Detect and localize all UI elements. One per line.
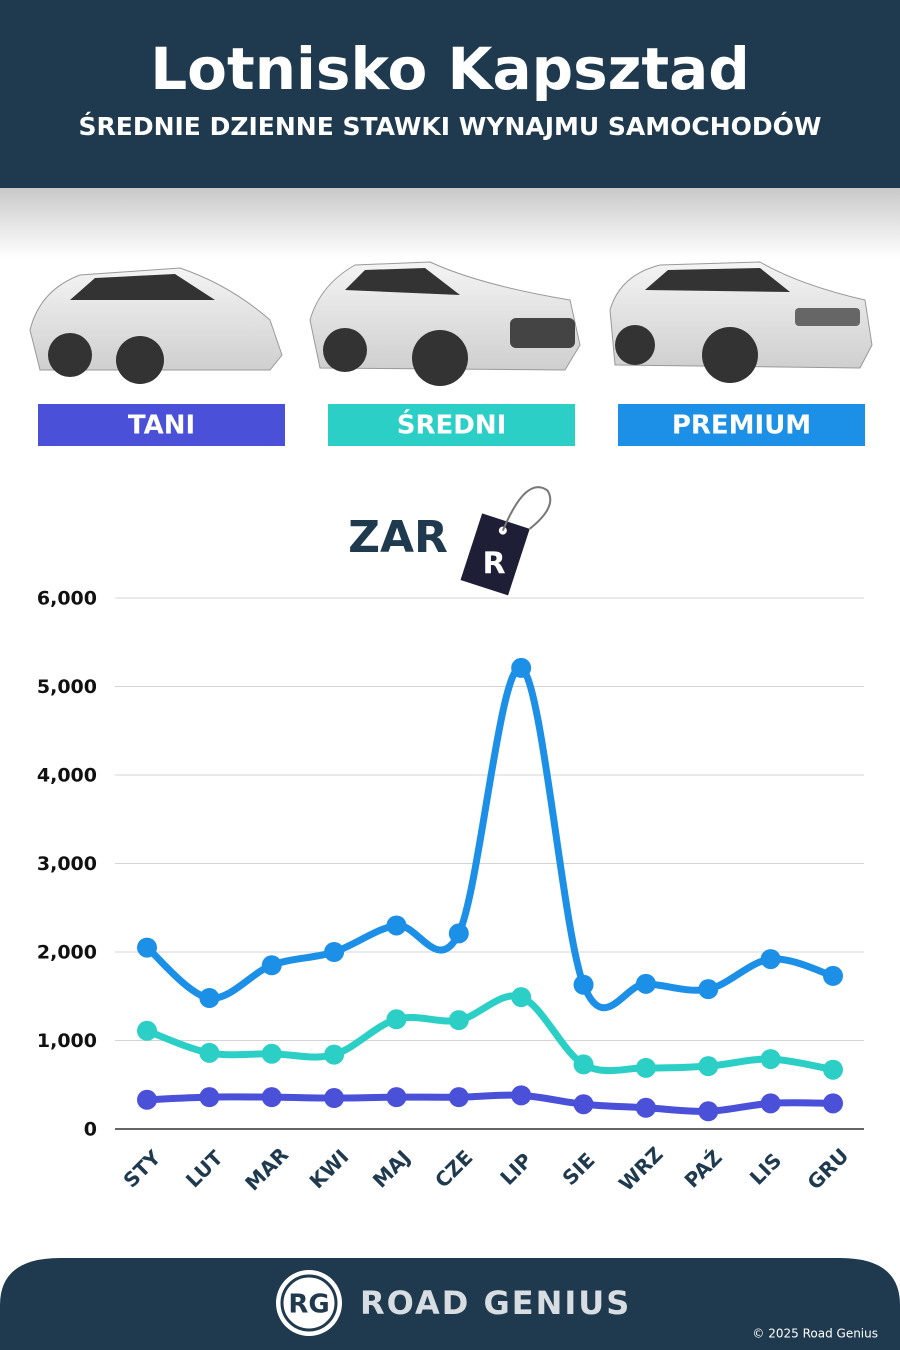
x-tick-label: STY — [118, 1145, 165, 1192]
data-point — [573, 974, 594, 995]
x-tick-label: MAR — [240, 1143, 293, 1196]
x-tick-label: GRU — [802, 1143, 853, 1194]
data-point — [324, 942, 345, 962]
legend-label: PREMIUM — [672, 411, 811, 441]
data-point — [448, 1010, 469, 1031]
data-point — [760, 1049, 781, 1070]
price-tag — [460, 486, 552, 596]
data-point — [137, 1089, 157, 1110]
x-tick-label: SIE — [557, 1148, 599, 1190]
car-cheap — [29, 267, 283, 384]
y-tick-label: 5,000 — [37, 676, 97, 698]
data-point — [635, 973, 656, 994]
data-point — [511, 657, 532, 678]
price-tag-letter: R — [482, 547, 505, 582]
data-point — [324, 1088, 345, 1109]
data-point — [261, 1043, 282, 1064]
x-tick-label: LIS — [745, 1148, 786, 1189]
x-tick-label: LUT — [181, 1145, 228, 1192]
y-tick-label: 1,000 — [37, 1030, 97, 1052]
x-tick-label: KWI — [305, 1145, 354, 1194]
data-point — [199, 988, 220, 1009]
data-point — [386, 1087, 407, 1108]
data-point — [823, 1059, 843, 1080]
data-point — [448, 1087, 469, 1108]
data-point — [698, 1101, 719, 1122]
x-tick-label: LIP — [495, 1148, 537, 1190]
data-point — [511, 1085, 532, 1106]
data-point — [698, 1056, 719, 1077]
data-point — [261, 1087, 282, 1108]
y-tick-label: 6,000 — [37, 588, 97, 610]
data-point — [137, 1020, 157, 1041]
data-point — [635, 1057, 656, 1078]
data-point — [698, 979, 719, 1000]
data-point — [137, 937, 157, 958]
data-point — [324, 1044, 345, 1065]
data-point — [386, 915, 407, 936]
logo-ring — [280, 1274, 338, 1332]
y-tick-label: 0 — [84, 1119, 97, 1141]
data-point — [511, 987, 532, 1008]
series-line — [143, 1091, 837, 1115]
unit-label: ZAR — [348, 512, 448, 563]
data-point — [760, 949, 781, 970]
x-tick-label: WRZ — [614, 1142, 668, 1196]
brand: ROAD GENIUS — [360, 1284, 631, 1322]
copyright: © 2025 Road Genius — [752, 1327, 878, 1341]
logo-initials: RG — [288, 1290, 329, 1320]
data-point — [823, 965, 843, 986]
legend-swatch — [328, 404, 575, 446]
legend-label: TANI — [128, 411, 195, 441]
data-point — [573, 1054, 594, 1075]
y-tick-label: 3,000 — [37, 853, 97, 875]
legend-swatch — [38, 404, 285, 446]
x-tick-label: MAJ — [368, 1145, 415, 1192]
legend-swatch — [618, 404, 865, 446]
data-point — [199, 1087, 220, 1108]
x-tick-label: PAŹ — [680, 1145, 727, 1192]
subtitle: ŚREDNIE DZIENNE STAWKI WYNAJMU SAMOCHODÓ… — [79, 111, 822, 141]
data-point — [448, 923, 469, 944]
title: Lotnisko Kapsztad — [150, 35, 750, 103]
y-tick-label: 4,000 — [37, 765, 97, 787]
data-point — [261, 955, 282, 976]
series-line — [143, 992, 837, 1075]
data-point — [823, 1093, 843, 1114]
y-tick-label: 2,000 — [37, 942, 97, 964]
data-point — [386, 1009, 407, 1030]
footer-band — [0, 1258, 900, 1350]
data-point — [573, 1094, 594, 1115]
data-point — [199, 1042, 220, 1063]
data-point — [635, 1097, 656, 1118]
x-tick-label: CZE — [430, 1145, 477, 1192]
car-premium — [609, 261, 873, 383]
header-shadow — [0, 188, 900, 258]
logo-circle — [276, 1270, 342, 1336]
car-medium — [309, 261, 581, 386]
legend-label: ŚREDNI — [397, 409, 507, 441]
header-band — [0, 0, 900, 188]
series-line — [143, 664, 837, 1012]
data-point — [760, 1093, 781, 1114]
